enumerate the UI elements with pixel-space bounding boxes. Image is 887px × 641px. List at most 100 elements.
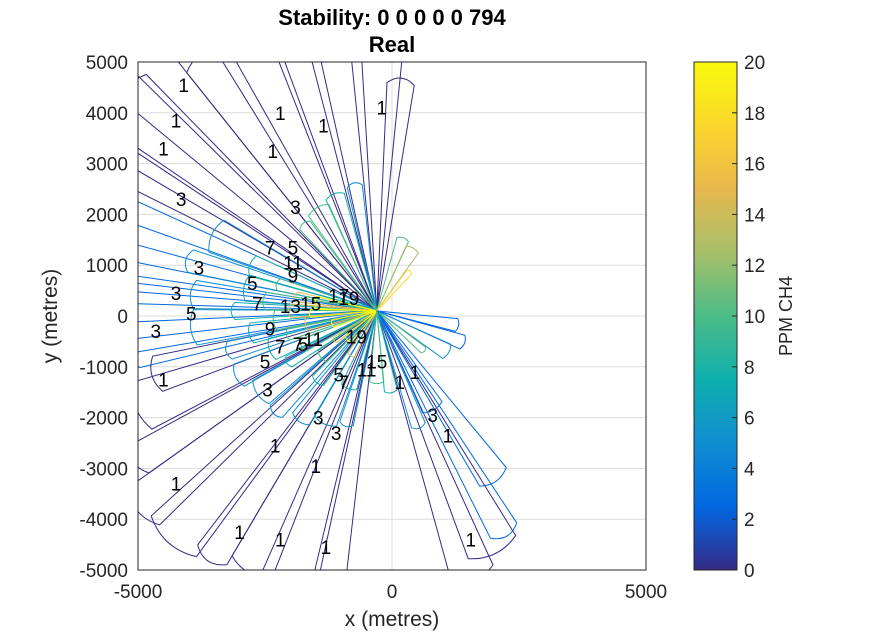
contour-line [325, 192, 378, 312]
contour-label: 9 [288, 266, 299, 287]
contour-line [339, 310, 378, 428]
colorbar-tick-label: 0 [744, 561, 755, 582]
contour-label: 1 [234, 523, 245, 544]
x-axis-label: x (metres) [345, 608, 440, 631]
contour-line [376, 236, 410, 312]
colorbar-tick-label: 4 [744, 459, 755, 480]
chart-subtitle: Real [369, 32, 415, 57]
colorbar-tick-label: 16 [744, 155, 765, 176]
contour-line [320, 62, 378, 312]
contour-line [189, 308, 377, 346]
contour-line [332, 310, 378, 344]
contour-label: 9 [265, 320, 276, 341]
y-tick-label: -4000 [79, 510, 128, 531]
contour-line [208, 219, 378, 312]
contour-line [376, 310, 518, 540]
contour-line [292, 310, 378, 426]
contour-line [376, 310, 466, 350]
contour-label: 19 [338, 289, 359, 310]
y-tick-labels: 5000 4000 3000 2000 1000 0 -1000 -2000 -3000 -400… [79, 53, 128, 582]
contour-line [242, 274, 377, 312]
contour-label: 1 [443, 426, 454, 447]
contour-line [138, 73, 378, 312]
colorbar-tick-label: 6 [744, 409, 755, 430]
contour-label: 1 [321, 538, 332, 559]
contour-line [304, 310, 377, 331]
colorbar-tick-label: 20 [744, 53, 765, 74]
y-tick-label: -5000 [79, 561, 128, 582]
contour-label: 7 [252, 294, 263, 315]
contour-line [340, 310, 378, 391]
contour-label: 7 [275, 337, 286, 358]
contour-label: 7 [338, 373, 349, 394]
contour-line [376, 310, 452, 359]
contour-line [299, 310, 378, 352]
contour-line [313, 310, 378, 427]
y-tick-label: 0 [117, 307, 128, 328]
contour-line [376, 310, 507, 487]
contour-label: 1 [171, 475, 182, 496]
contour-label: 15 [300, 294, 321, 315]
colorbar-label: PPM CH4 [776, 276, 796, 356]
contour-label: 1 [410, 363, 421, 384]
contour-label: 19 [346, 327, 367, 348]
colorbar-tick-label: 8 [744, 358, 755, 379]
x-tick-label: 0 [387, 582, 398, 603]
contour-line [252, 310, 378, 405]
contour-line [376, 310, 517, 560]
contour-line [150, 310, 377, 392]
contour-line [369, 310, 385, 385]
contour-line [307, 203, 378, 312]
colorbar-tick-labels: 0 2 4 6 8 10 12 14 16 18 20 [732, 53, 766, 582]
contour-line [285, 310, 378, 368]
contour-label: 11 [303, 330, 323, 351]
y-tick-label: 3000 [86, 155, 128, 176]
contour-label: 15 [366, 353, 387, 374]
contour-line [376, 310, 460, 332]
x-tick-label: 5000 [625, 582, 667, 603]
contour-label: 17 [328, 287, 349, 308]
contour-label: 1 [394, 373, 405, 394]
contour-line [308, 308, 377, 318]
y-axis-label: y (metres) [39, 269, 62, 364]
contour-line [275, 278, 377, 312]
y-tick-label: 2000 [86, 205, 128, 226]
contour-line [376, 310, 427, 354]
contour-label: 1 [275, 531, 286, 552]
axes-box [137, 61, 647, 571]
contour-line [294, 291, 377, 312]
contour-label: 3 [290, 198, 301, 219]
contour-label: 1 [270, 437, 281, 458]
colorbar-tick-label: 14 [744, 205, 766, 226]
contour-label: 13 [280, 297, 301, 318]
contour-label: 11 [357, 360, 377, 381]
y-tick-label: 1000 [86, 256, 128, 277]
contour-label: 3 [150, 322, 161, 343]
contour-line [376, 310, 426, 430]
contour-line [376, 77, 415, 312]
contour-line [272, 309, 377, 331]
colorbar-tick-label: 12 [744, 256, 765, 277]
contour-line [225, 310, 377, 360]
contour-label: 11 [283, 254, 303, 275]
contour-line [346, 182, 378, 312]
contour-line [376, 310, 494, 570]
colorbar-tick-label: 18 [744, 104, 765, 125]
contour-label: 1 [178, 76, 189, 97]
contour-label: 5 [186, 304, 197, 325]
y-tick-label: 4000 [86, 104, 128, 125]
contour-label: 7 [293, 335, 304, 356]
contour-lines [138, 62, 518, 570]
contour-label: 5 [288, 238, 299, 259]
contour-line [267, 310, 377, 361]
contour-line [314, 295, 377, 312]
contour-label: 1 [377, 99, 388, 120]
contour-label: 5 [298, 335, 309, 356]
contour-line [376, 245, 419, 312]
y-tick-label: -3000 [79, 459, 128, 480]
contour-line [376, 310, 398, 394]
contour-line [197, 310, 378, 566]
contour-label: 1 [311, 457, 322, 478]
